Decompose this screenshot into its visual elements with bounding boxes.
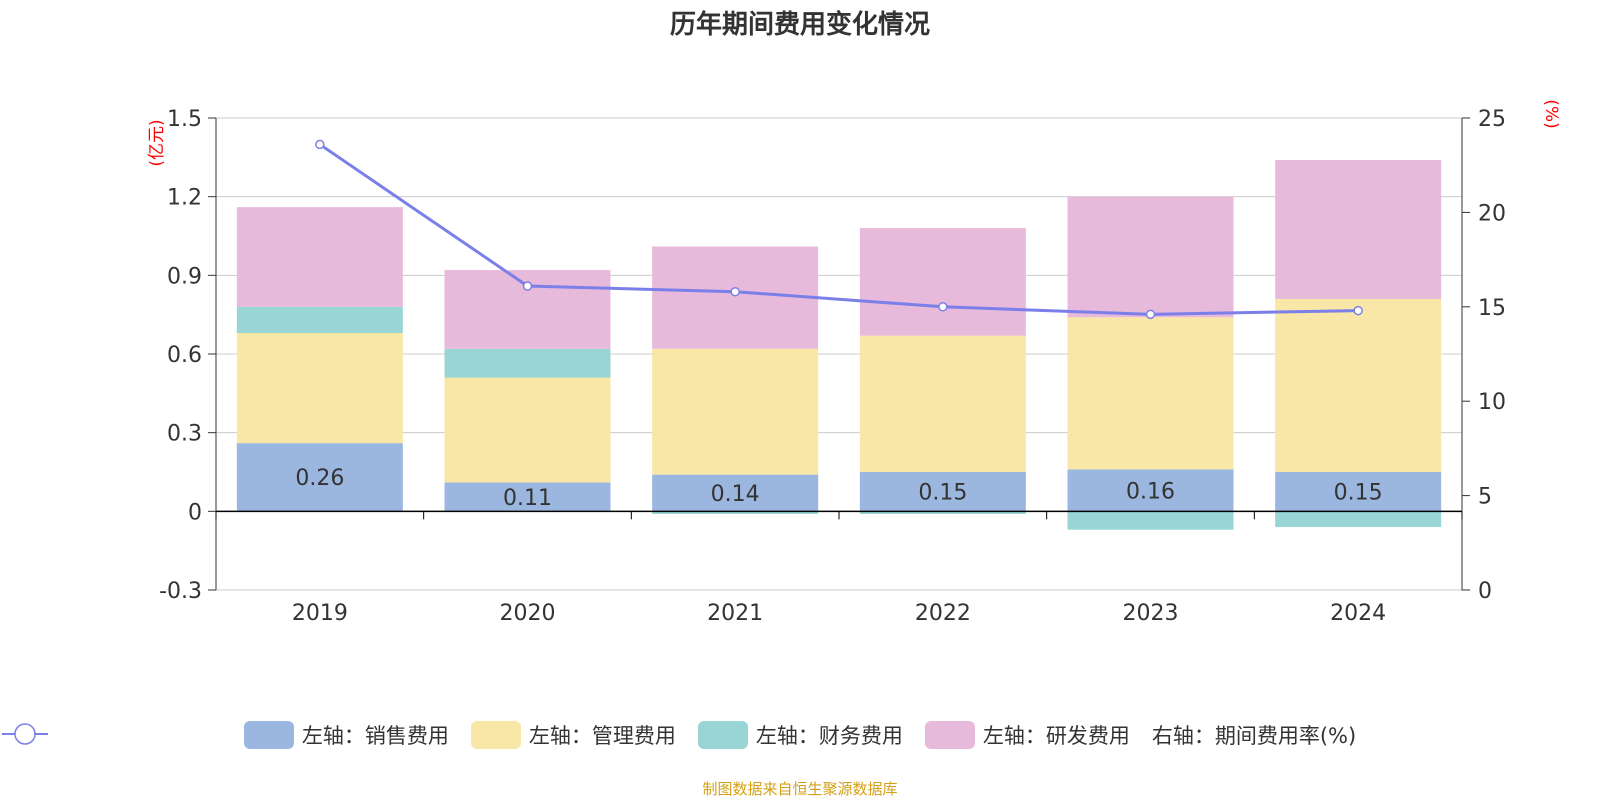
data-label-sales-2022: 0.15 (918, 481, 967, 506)
data-label-sales-2019: 0.26 (295, 466, 344, 491)
legend-label-ratio: 右轴：期间费用率(%) (1151, 724, 1357, 748)
ratio-point-2023 (1145, 309, 1156, 320)
data-label-sales-2021: 0.14 (711, 482, 760, 507)
y-left-tick-label: 0.9 (167, 264, 202, 289)
bar-admin-2021 (652, 348, 819, 475)
bar-sales-2022 (859, 472, 1026, 512)
x-tick-label: 2021 (707, 601, 763, 626)
x-tick-label: 2020 (500, 601, 556, 626)
bar-rd-2023 (1067, 196, 1234, 318)
bar-finance-2019 (236, 306, 403, 334)
bar-admin-2022 (859, 335, 1026, 472)
bar-admin-2023 (1067, 317, 1234, 470)
bar-rd-2019 (236, 207, 403, 307)
ratio-point-2024 (1353, 305, 1363, 316)
bar-sales-2020 (444, 482, 611, 512)
y-left-unit-label: (亿元) (147, 119, 167, 166)
bar-rd-2021 (652, 246, 819, 349)
y-right-tick-label: 0 (1478, 579, 1492, 604)
x-tick-label: 2019 (292, 601, 348, 626)
legend-item-ratio[interactable]: 右轴：期间费用率(%) (2, 720, 1357, 750)
legend-swatch-finance (697, 721, 748, 749)
data-label-sales-2024: 0.15 (1334, 481, 1383, 506)
bar-sales-2024 (1275, 472, 1442, 512)
legend-swatch-admin (470, 721, 521, 749)
ratio-point-2021 (730, 286, 740, 297)
ratio-point-2020 (522, 281, 533, 291)
legend-item-finance[interactable]: 左轴：财务费用 (697, 720, 903, 750)
x-tick-label: 2023 (1123, 601, 1179, 626)
bar-sales-2021 (652, 474, 819, 512)
bar-admin-2020 (444, 377, 611, 483)
bar-sales-2023 (1067, 469, 1234, 512)
y-right-tick-label: 5 (1478, 485, 1492, 510)
x-tick-label: 2022 (915, 601, 971, 626)
source-note: 制图数据来自恒生聚源数据库 (702, 780, 898, 798)
y-right-tick-label: 15 (1478, 296, 1506, 321)
legend-swatch-rd (924, 721, 975, 749)
legend-label-rd: 左轴：研发费用 (982, 724, 1130, 748)
bar-finance-2022 (859, 511, 1026, 514)
bar-admin-2019 (236, 333, 403, 444)
y-left-tick-label: 0.6 (167, 343, 202, 368)
y-left-tick-label: 0.3 (167, 422, 202, 447)
legend-line-marker-icon (2, 723, 48, 745)
y-right-unit-label: (%) (1541, 99, 1561, 128)
bar-rd-2024 (1275, 159, 1442, 299)
bar-sales-2019 (236, 443, 403, 512)
y-left-tick-label: -0.3 (159, 579, 202, 604)
bar-admin-2024 (1275, 298, 1442, 472)
data-label-sales-2020: 0.11 (503, 486, 552, 511)
chart-svg: 1.5 1.2 0.9 0.6 0.3 0 -0.3 25 20 15 10 5 0 (亿元) (%) 0.2… (147, 99, 1561, 626)
bar-finance-2020 (444, 348, 611, 378)
legend-item-sales[interactable]: 左轴：销售费用 (243, 720, 449, 750)
bar-finance-2021 (652, 511, 819, 514)
y-right-tick-label: 20 (1478, 201, 1506, 226)
ratio-point-2019 (315, 139, 325, 150)
legend-label-finance: 左轴：财务费用 (755, 724, 903, 748)
bar-rd-2022 (859, 228, 1026, 336)
legend-label-admin: 左轴：管理费用 (528, 724, 676, 748)
x-tick-label: 2024 (1330, 601, 1386, 626)
legend-item-admin[interactable]: 左轴：管理费用 (470, 720, 676, 750)
bar-finance-2023 (1067, 511, 1234, 530)
ratio-line (318, 143, 1359, 316)
y-left-tick-label: 1.5 (167, 107, 202, 132)
y-right-tick-label: 25 (1478, 107, 1506, 132)
y-left-tick-label: 0 (188, 500, 202, 525)
y-right-tick-label: 10 (1478, 390, 1506, 415)
y-left-tick-label: 1.2 (167, 186, 202, 211)
ratio-point-2022 (938, 302, 948, 312)
legend-item-rd[interactable]: 左轴：研发费用 (924, 720, 1130, 750)
legend: 左轴：销售费用 左轴：管理费用 左轴：财务费用 左轴：研发费用 右轴：期间费用率… (0, 720, 1600, 750)
bar-finance-2024 (1275, 511, 1442, 528)
chart-title: 历年期间费用变化情况 (669, 10, 930, 40)
legend-label-sales: 左轴：销售费用 (301, 724, 449, 748)
data-label-sales-2023: 0.16 (1126, 479, 1175, 504)
legend-swatch-sales (243, 721, 294, 749)
